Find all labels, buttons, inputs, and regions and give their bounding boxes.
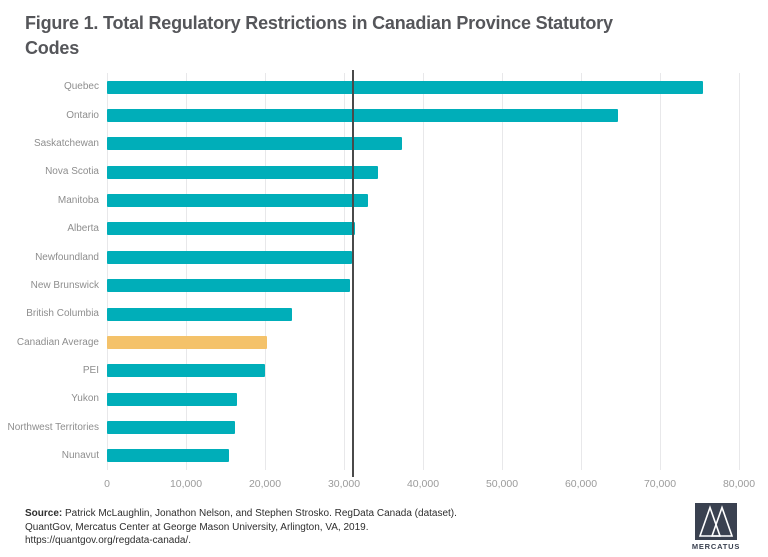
bar-nova-scotia (107, 165, 378, 179)
x-tick-0: 0 (104, 478, 110, 490)
x-tick-20000: 20,000 (248, 478, 282, 490)
row-label-alberta: Alberta (67, 223, 99, 235)
bar-ontario (107, 109, 619, 123)
gridline-10000 (186, 73, 187, 470)
row-label-nunavut: Nunavut (61, 450, 99, 462)
row-label-northwest-territories: Northwest Territories (7, 421, 99, 433)
mercatus-m-icon (695, 503, 737, 540)
gridline-20000 (265, 73, 266, 470)
bar-quebec (107, 80, 703, 94)
source-note: Source: Patrick McLaughlin, Jonathon Nel… (25, 507, 585, 548)
row-label-saskatchewan: Saskatchewan (33, 138, 99, 150)
gridline-70000 (660, 73, 661, 470)
row-label-newfoundland: Newfoundland (35, 251, 99, 263)
row-label-pei: PEI (82, 364, 99, 376)
row-label-nova-scotia: Nova Scotia (45, 166, 99, 178)
row-label-yukon: Yukon (71, 393, 99, 405)
bar-new-brunswick (107, 279, 350, 293)
x-tick-70000: 70,000 (643, 478, 677, 490)
gridline-50000 (502, 73, 503, 470)
row-label-quebec: Quebec (63, 81, 99, 93)
bar-saskatchewan (107, 137, 402, 151)
bar-yukon (107, 392, 237, 406)
figure-title: Figure 1. Total Regulatory Restrictions … (25, 13, 613, 58)
source-text: Patrick McLaughlin, Jonathon Nelson, and… (65, 508, 457, 519)
reference-line (351, 70, 354, 477)
mercatus-logo-mark (695, 503, 737, 540)
source-line-3: https://quantgov.org/regdata-canada/. (25, 535, 192, 546)
bar-newfoundland (107, 250, 352, 264)
bar-alberta (107, 222, 356, 236)
mercatus-logo-text: MERCATUS (691, 542, 741, 551)
bar-pei (107, 364, 265, 378)
gridline-80000 (739, 73, 740, 470)
x-tick-50000: 50,000 (485, 478, 519, 490)
bar-canadian-average (107, 335, 267, 349)
bar-northwest-territories (107, 420, 235, 434)
row-label-ontario: Ontario (66, 109, 99, 121)
x-tick-40000: 40,000 (406, 478, 440, 490)
row-label-british-columbia: British Columbia (26, 308, 99, 320)
gridline-40000 (423, 73, 424, 470)
x-tick-80000: 80,000 (722, 478, 756, 490)
row-label-new-brunswick: New Brunswick (30, 279, 99, 291)
source-label: Source: (25, 508, 63, 519)
bar-manitoba (107, 194, 368, 208)
bar-chart: Quebec Ontario Saskatchewan Nova Scotia Mani… (0, 70, 768, 498)
bar-nunavut (107, 449, 230, 463)
logo-square (695, 503, 737, 540)
gridline-30000 (344, 73, 345, 470)
mercatus-logo: MERCATUS (689, 503, 743, 551)
gridline-60000 (581, 73, 582, 470)
x-tick-60000: 60,000 (564, 478, 598, 490)
source-line-2: QuantGov, Mercatus Center at George Maso… (25, 521, 369, 533)
row-label-manitoba: Manitoba (57, 194, 99, 206)
x-tick-10000: 10,000 (169, 478, 203, 490)
x-tick-30000: 30,000 (327, 478, 361, 490)
source-line-1: Source: Patrick McLaughlin, Jonathon Nel… (25, 507, 585, 521)
bar-british-columbia (107, 307, 292, 321)
row-label-canadian-average: Canadian Average (16, 336, 99, 348)
gridline-0 (107, 73, 108, 470)
